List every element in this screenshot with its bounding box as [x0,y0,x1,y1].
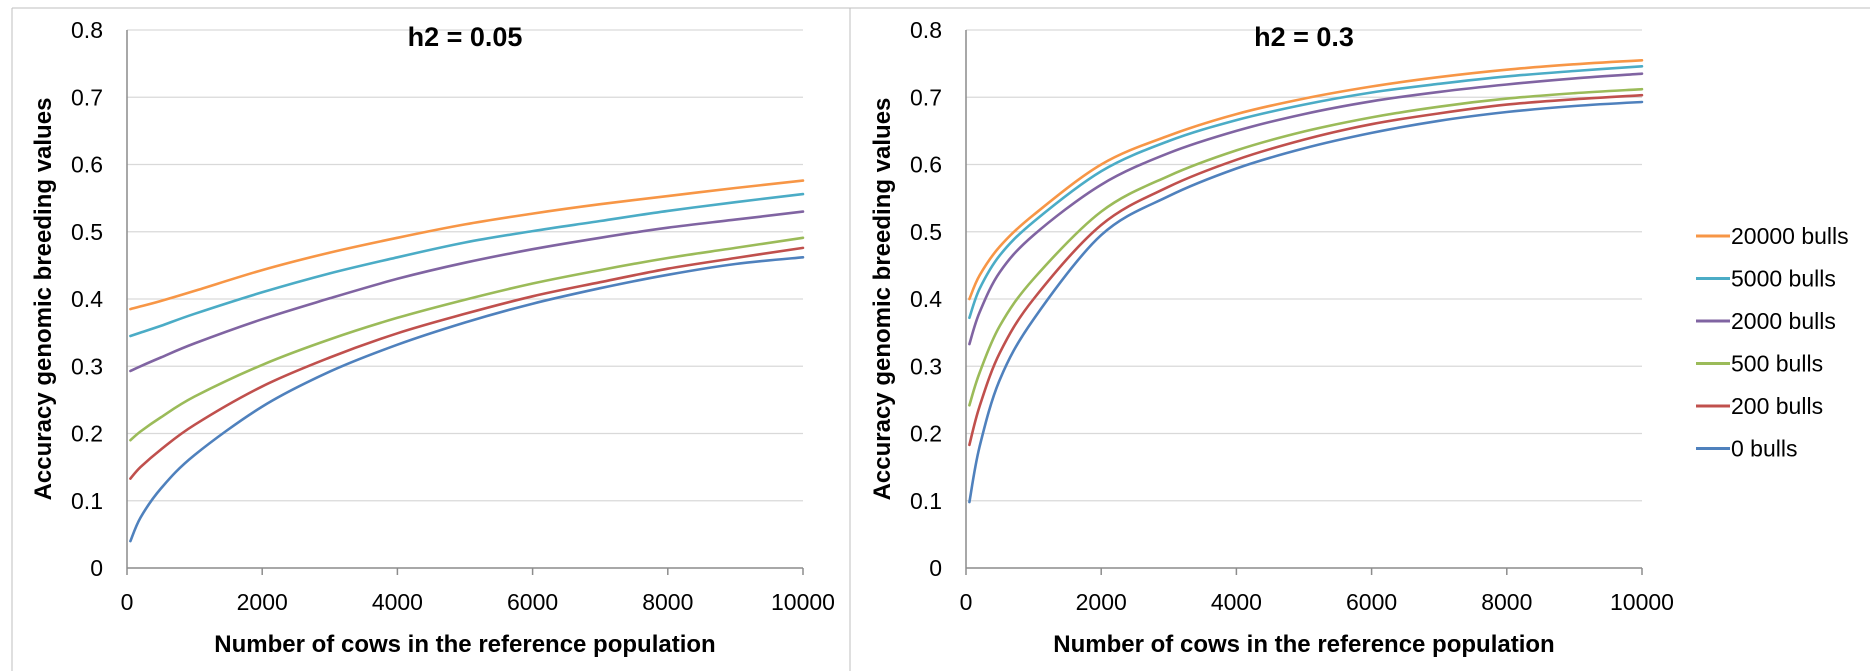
x-tick-label: 2000 [237,589,288,615]
x-tick-label: 4000 [372,589,423,615]
x-tick-label: 10000 [1610,589,1674,615]
series-line-500-bulls [129,236,805,442]
y-tick-label: 0.1 [71,488,103,514]
gridlines [127,29,803,502]
series-line-20000-bulls [968,59,1644,301]
y-axis-label: Accuracy genomic breeding values [869,98,896,501]
x-tick-label: 8000 [642,589,693,615]
y-tick-label: 0.4 [71,286,103,312]
legend-label-5000-bulls: 5000 bulls [1731,266,1836,292]
y-tick-label: 0.5 [910,219,942,245]
x-tick-label: 6000 [1346,589,1397,615]
legend-label-20000-bulls: 20000 bulls [1731,223,1849,249]
y-tick-label: 0.2 [910,421,942,447]
y-tick-label: 0.3 [910,353,942,379]
x-tick-label: 8000 [1481,589,1532,615]
legend-label-200-bulls: 200 bulls [1731,393,1823,419]
chart-panel-h2-03: 0 0.1 0.2 0.3 0.4 0.5 0.6 0.7 0.8 0 2000 4000 6000 8… [869,17,1674,658]
axes [965,30,1643,575]
series-line-200-bulls [968,93,1644,447]
y-tick-label: 0.5 [71,219,103,245]
series-line-2000-bulls [129,210,805,373]
series-line-5000-bulls [968,65,1644,320]
x-tick-label: 0 [960,589,973,615]
series-lines [129,179,805,543]
series-line-0-bulls [968,100,1644,504]
series-line-5000-bulls [129,192,805,338]
y-tick-label: 0.8 [71,17,103,43]
x-axis-label: Number of cows in the reference populati… [214,631,715,658]
y-tick-label: 0.2 [71,421,103,447]
series-line-20000-bulls [129,179,805,311]
x-tick-labels: 0 2000 4000 6000 8000 10000 [960,589,1674,615]
y-tick-label: 0.7 [71,84,103,110]
axes [126,30,804,575]
x-tick-label: 6000 [507,589,558,615]
y-tick-label: 0.1 [910,488,942,514]
chart-title: h2 = 0.05 [408,22,523,52]
y-tick-label: 0.4 [910,286,942,312]
y-tick-labels: 0 0.1 0.2 0.3 0.4 0.5 0.6 0.7 0.8 [910,17,942,581]
legend-label-500-bulls: 500 bulls [1731,351,1823,377]
y-tick-label: 0.8 [910,17,942,43]
y-axis-label: Accuracy genomic breeding values [30,98,57,501]
x-tick-label: 2000 [1076,589,1127,615]
x-tick-label: 4000 [1211,589,1262,615]
y-tick-label: 0.6 [910,152,942,178]
series-line-500-bulls [968,87,1644,407]
series-line-2000-bulls [968,72,1644,346]
y-tick-labels: 0 0.1 0.2 0.3 0.4 0.5 0.6 0.7 0.8 [71,17,103,581]
legend-label-0-bulls: 0 bulls [1731,436,1797,462]
y-tick-label: 0.6 [71,152,103,178]
legend: 20000 bulls 5000 bulls 2000 bulls 500 bulls… [1696,223,1849,462]
y-tick-label: 0.3 [71,353,103,379]
series-line-200-bulls [129,246,805,480]
y-tick-label: 0 [90,555,103,581]
x-tick-labels: 0 2000 4000 6000 8000 10000 [121,589,835,615]
chart-panel-h2-005: 0 0.1 0.2 0.3 0.4 0.5 0.6 0.7 0.8 0 2000 4000 6000 8… [30,17,835,658]
legend-label-2000-bulls: 2000 bulls [1731,308,1836,334]
x-tick-label: 0 [121,589,134,615]
x-axis-label: Number of cows in the reference populati… [1053,631,1554,658]
y-tick-label: 0.7 [910,84,942,110]
chart-title: h2 = 0.3 [1254,22,1354,52]
series-line-0-bulls [129,256,805,543]
series-lines [968,59,1644,504]
y-tick-label: 0 [929,555,942,581]
x-tick-label: 10000 [771,589,835,615]
